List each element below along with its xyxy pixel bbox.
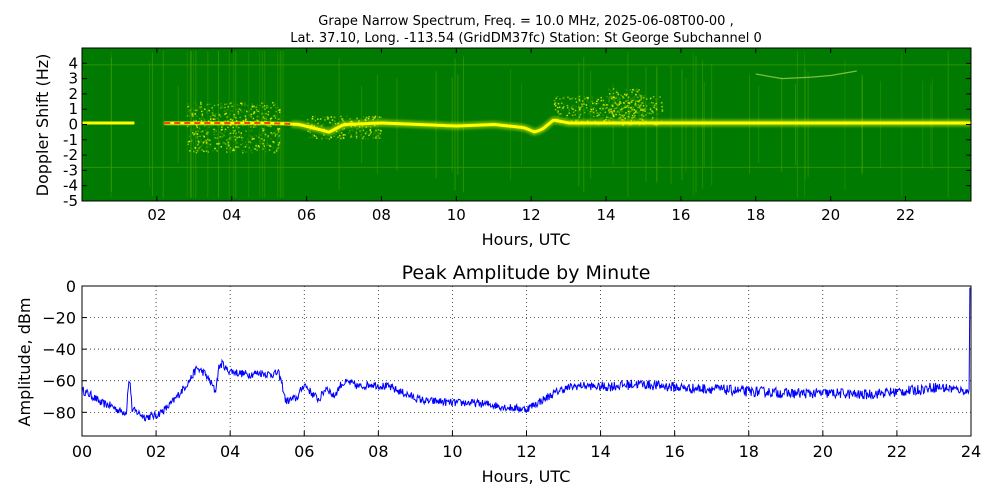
amplitude-y-label: Amplitude, dBm [15, 298, 34, 427]
spectrogram-y-tick-label: 4 [68, 54, 78, 72]
spectrogram-y-tick-label: -5 [63, 192, 78, 210]
amplitude-x-tick-label: 08 [368, 442, 388, 461]
spectrogram-x-tick-label: 02 [147, 206, 166, 224]
spectrogram-x-tick-label: 22 [896, 206, 915, 224]
amplitude-x-tick-label: 20 [813, 442, 833, 461]
amplitude-y-tick-label: −60 [42, 372, 76, 391]
spectrogram-y-tick-label: -1 [63, 131, 78, 149]
spectrogram-x-tick-label: 20 [821, 206, 840, 224]
spectrogram-y-tick-label: -4 [63, 177, 78, 195]
spectrogram-diffuse-region [606, 88, 645, 122]
spectrogram-y-label: Doppler Shift (Hz) [33, 54, 52, 197]
amplitude-x-tick-label: 10 [442, 442, 462, 461]
spectrogram-x-tick-label: 10 [447, 206, 466, 224]
amplitude-x-ticks: 00 02 04 06 08 10 12 14 16 18 20 22 24 [72, 431, 981, 461]
amplitude-x-tick-label: 12 [516, 442, 536, 461]
spectrogram-y-tick-label: -2 [63, 146, 78, 164]
spectrogram-carrier [530, 118, 971, 134]
amplitude-title: Peak Amplitude by Minute [402, 262, 651, 284]
spectrogram-y-tick-label: -3 [63, 161, 78, 179]
spectrogram-y-tick-label: 2 [68, 85, 78, 103]
spectrogram-carrier [291, 121, 532, 134]
amplitude-x-tick-label: 02 [146, 442, 166, 461]
amplitude-series-line [82, 287, 971, 436]
amplitude-y-tick-label: −20 [42, 309, 76, 328]
amplitude-plot-area [82, 286, 971, 436]
spectrogram-y-tick-label: 3 [68, 70, 78, 88]
spectrogram-x-ticks: 02 04 06 08 10 12 14 16 18 20 22 [147, 48, 915, 224]
spectrogram-x-tick-label: 16 [671, 206, 690, 224]
spectrogram-y-tick-label: 1 [68, 100, 78, 118]
amplitude-x-tick-label: 06 [294, 442, 314, 461]
spectrogram-panel: Grape Narrow Spectrum, Freq. = 10.0 MHz,… [33, 14, 972, 249]
amplitude-x-label: Hours, UTC [482, 467, 571, 486]
amplitude-y-tick-label: 0 [66, 277, 76, 296]
amplitude-x-tick-label: 22 [887, 442, 907, 461]
amplitude-x-tick-label: 14 [590, 442, 610, 461]
spectrogram-content [82, 50, 971, 199]
amplitude-x-tick-label: 24 [961, 442, 981, 461]
amplitude-x-tick-label: 04 [220, 442, 240, 461]
spectrogram-carrier-peak [164, 122, 292, 126]
amplitude-panel: Peak Amplitude by Minute 00 02 04 06 08 10 12 1… [15, 262, 981, 486]
spectrogram-title-line2: Lat. 37.10, Long. -113.54 (GridDM37fc) S… [290, 31, 761, 46]
spectrogram-x-tick-label: 08 [372, 206, 391, 224]
spectrogram-x-tick-label: 14 [596, 206, 615, 224]
spectrogram-x-tick-label: 06 [297, 206, 316, 224]
spectrogram-x-label: Hours, UTC [482, 230, 571, 249]
amplitude-y-ticks: 0 −20 −40 −60 −80 [42, 277, 87, 422]
spectrogram-y-tick-label: 0 [68, 116, 78, 134]
amplitude-y-tick-label: −40 [42, 340, 76, 359]
spectrogram-x-tick-label: 04 [222, 206, 241, 224]
spectrogram-x-tick-label: 12 [522, 206, 541, 224]
spectrogram-title-line1: Grape Narrow Spectrum, Freq. = 10.0 MHz,… [318, 14, 733, 29]
amplitude-x-tick-label: 00 [72, 442, 92, 461]
spectrogram-faint-trace [755, 70, 857, 80]
amplitude-x-tick-label: 18 [739, 442, 759, 461]
amplitude-x-tick-label: 16 [664, 442, 684, 461]
spectrogram-x-tick-label: 18 [746, 206, 765, 224]
amplitude-y-tick-label: −80 [42, 403, 76, 422]
